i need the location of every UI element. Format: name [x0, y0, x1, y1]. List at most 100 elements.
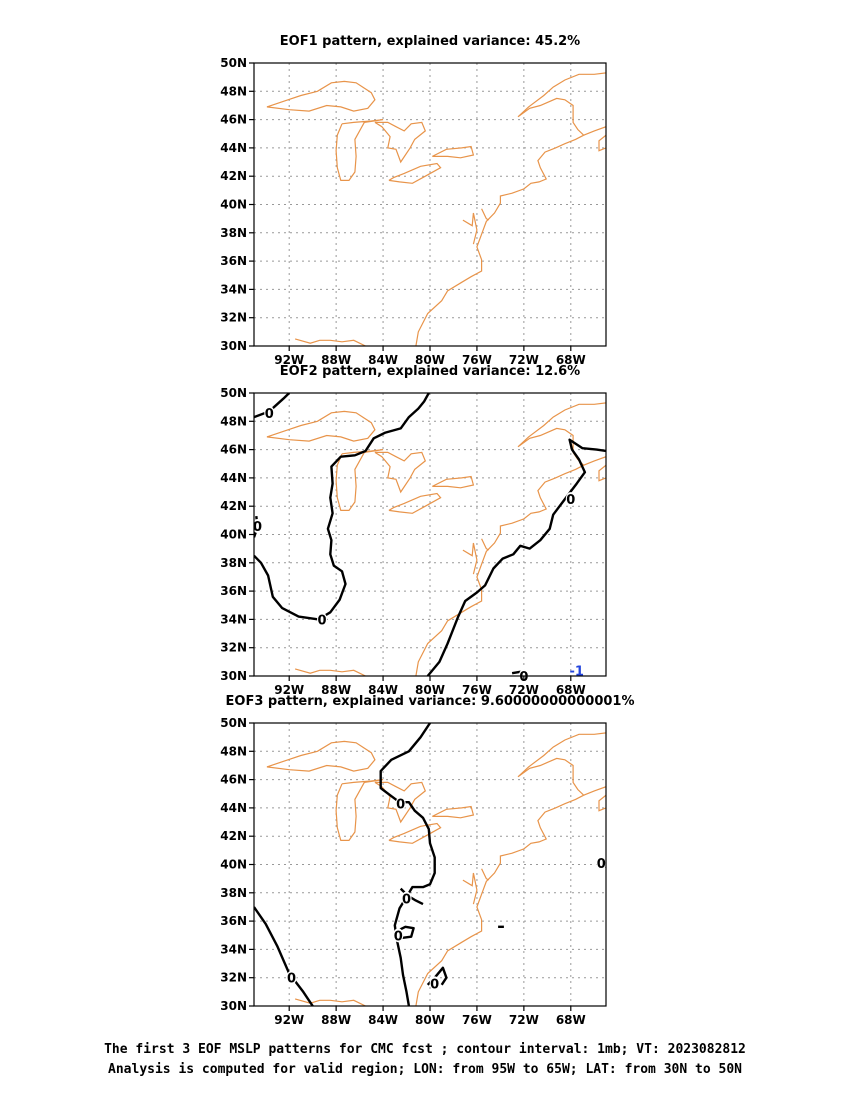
panel-title: EOF1 pattern, explained variance: 45.2% — [280, 34, 580, 49]
y-tick-label: 46N — [220, 113, 247, 127]
contour-label: 0 — [597, 857, 606, 872]
y-tick-label: 34N — [220, 282, 247, 296]
caption-line-1: The first 3 EOF MSLP patterns for CMC fc… — [104, 1042, 746, 1057]
x-tick-label: 76W — [462, 353, 492, 367]
y-tick-label: 48N — [220, 414, 247, 428]
x-tick-label: 68W — [556, 1013, 586, 1027]
x-tick-label: 88W — [321, 683, 351, 697]
y-tick-label: 48N — [220, 744, 247, 758]
x-tick-label: 72W — [509, 683, 539, 697]
x-tick-label: 80W — [415, 683, 445, 697]
y-tick-label: 32N — [220, 311, 247, 325]
coastline — [432, 805, 475, 819]
contour-label-bg — [317, 612, 328, 627]
y-tick-label: 42N — [220, 829, 247, 843]
contour-label-bg — [252, 519, 263, 534]
contour-label: 0 — [318, 613, 327, 628]
coastline — [481, 538, 490, 551]
x-tick-label: 88W — [321, 353, 351, 367]
coastline — [294, 998, 366, 1006]
x-tick-label: 80W — [415, 353, 445, 367]
y-tick-label: 48N — [220, 84, 247, 98]
y-tick-label: 34N — [220, 612, 247, 626]
zero-contour — [254, 393, 430, 621]
x-tick-label: 76W — [462, 1013, 492, 1027]
contour-label: 0 — [566, 493, 575, 508]
y-tick-label: 40N — [220, 198, 247, 212]
y-tick-label: 30N — [220, 999, 247, 1013]
coastline — [388, 822, 442, 844]
coastline — [481, 208, 490, 221]
y-tick-label: 32N — [220, 971, 247, 985]
contour-label-bg — [596, 856, 607, 871]
contour-label-bg — [429, 976, 440, 991]
coastline — [266, 80, 376, 112]
y-tick-label: 38N — [220, 226, 247, 240]
contours — [254, 393, 606, 676]
coastline — [335, 779, 384, 841]
y-tick-label: 46N — [220, 443, 247, 457]
y-tick-label: 32N — [220, 641, 247, 655]
coastline — [598, 134, 606, 152]
x-tick-label: 88W — [321, 1013, 351, 1027]
x-tick-label: 84W — [368, 683, 398, 697]
y-tick-label: 44N — [220, 471, 247, 485]
coastline — [388, 492, 442, 514]
coastline — [374, 781, 427, 824]
coastline — [335, 449, 384, 511]
zero-contour — [254, 393, 291, 419]
eof-panel-2: EOF2 pattern, explained variance: 12.6% 0… — [220, 364, 607, 697]
coastline — [598, 464, 606, 482]
y-tick-label: 36N — [220, 584, 247, 598]
x-tick-label: 68W — [556, 353, 586, 367]
coastline — [598, 794, 606, 812]
y-tick-label: 44N — [220, 801, 247, 815]
x-tick-label: 84W — [368, 1013, 398, 1027]
contour-label: 0 — [430, 977, 439, 992]
coastline — [266, 410, 376, 442]
y-tick-label: 30N — [220, 669, 247, 683]
contour-label-bg — [401, 891, 412, 906]
panel-title: EOF3 pattern, explained variance: 9.6000… — [226, 694, 635, 709]
x-tick-label: 72W — [509, 353, 539, 367]
gridlines — [254, 393, 606, 676]
eof-panel-1: EOF1 pattern, explained variance: 45.2% 3… — [220, 34, 607, 367]
contour-label-bg — [395, 796, 406, 811]
coastline — [294, 668, 366, 676]
gridlines — [254, 63, 606, 346]
coastline — [374, 121, 427, 164]
contour-label-bg — [565, 492, 576, 507]
contour-label-bg — [264, 405, 275, 420]
y-tick-label: 36N — [220, 914, 247, 928]
coastlines — [266, 72, 606, 346]
coastlines — [266, 732, 606, 1006]
coastline — [432, 475, 475, 489]
y-tick-label: 50N — [220, 56, 247, 70]
contour-label-bg — [393, 928, 404, 943]
coastline — [583, 126, 606, 136]
coastline — [266, 740, 376, 772]
contour-label: 0 — [394, 929, 403, 944]
zero-contour — [396, 925, 415, 940]
y-tick-label: 50N — [220, 386, 247, 400]
coastline — [481, 868, 490, 881]
x-tick-label: 76W — [462, 683, 492, 697]
y-tick-label: 38N — [220, 556, 247, 570]
y-tick-label: 46N — [220, 773, 247, 787]
gridlines — [254, 723, 606, 1006]
coastline — [335, 119, 384, 181]
x-tick-label: 92W — [274, 1013, 304, 1027]
y-tick-label: 38N — [220, 886, 247, 900]
y-tick-label: 40N — [220, 858, 247, 872]
coastline — [294, 338, 366, 346]
caption-line-2: Analysis is computed for valid region; L… — [108, 1062, 742, 1077]
contour-label: 0 — [253, 520, 262, 535]
y-tick-label: 50N — [220, 716, 247, 730]
x-tick-label: 92W — [274, 353, 304, 367]
y-tick-label: 42N — [220, 499, 247, 513]
coastline — [462, 212, 478, 245]
zero-contour — [379, 723, 436, 1006]
contour-label: 0 — [402, 892, 411, 907]
coastline — [583, 456, 606, 466]
coastline — [415, 72, 606, 346]
